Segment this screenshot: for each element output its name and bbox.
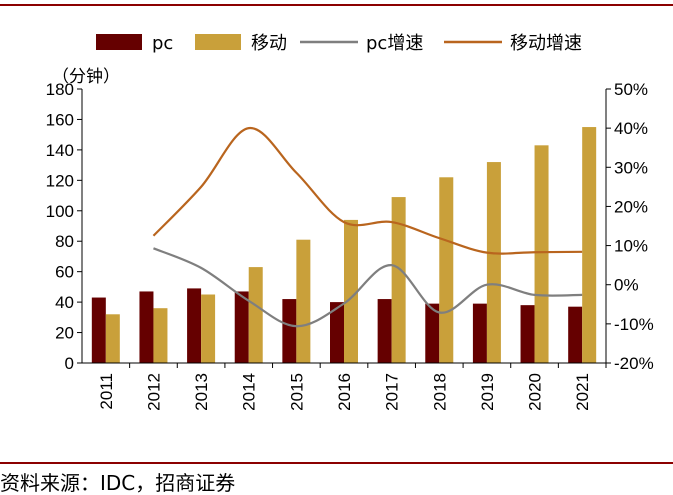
x-tick-label: 2019	[478, 373, 497, 411]
x-tick-label: 2017	[383, 373, 402, 411]
left-tick-label: 40	[55, 293, 74, 312]
bar-pc-2016	[330, 302, 344, 363]
bar-pc-2013	[187, 288, 202, 363]
left-tick-label: 180	[46, 80, 74, 99]
left-tick-label: 100	[46, 202, 74, 221]
bar-mobile-2015	[296, 239, 311, 363]
legend-label: pc	[152, 33, 173, 54]
legend-label: 移动增速	[510, 33, 582, 54]
x-tick-label: 2020	[526, 373, 545, 411]
legend-swatch	[195, 34, 241, 50]
right-tick-label: 10%	[614, 237, 648, 256]
bar-mobile-2021	[582, 127, 597, 363]
x-tick-label: 2013	[192, 373, 211, 411]
right-tick-label: 30%	[614, 158, 648, 177]
bar-pc-2020	[520, 305, 535, 363]
bar-mobile-2011	[105, 314, 120, 363]
bar-pc-2014	[234, 291, 249, 363]
x-tick-label: 2014	[240, 373, 259, 411]
bars	[91, 127, 597, 363]
legend-label: 移动	[251, 33, 287, 54]
left-tick-label: 60	[55, 263, 74, 282]
x-tick-label: 2021	[573, 373, 592, 411]
bar-pc-2011	[91, 297, 106, 363]
source-note: 资料来源：IDC，招商证券	[0, 471, 235, 495]
bar-mobile-2013	[201, 294, 216, 363]
right-tick-label: 40%	[614, 119, 648, 138]
left-tick-label: 80	[55, 232, 74, 251]
bar-mobile-2018	[439, 177, 454, 363]
x-tick-label: 2012	[144, 373, 163, 411]
left-tick-label: 0	[65, 354, 74, 373]
bar-mobile-2019	[486, 162, 501, 363]
legend-swatch	[96, 34, 142, 50]
legend: pc 移动 pc增速 移动增速	[96, 33, 582, 54]
left-tick-label: 160	[46, 110, 74, 129]
right-tick-label: 20%	[614, 197, 648, 216]
bar-mobile-2012	[153, 308, 168, 363]
line-mobile-growth	[152, 127, 583, 255]
left-tick-label: 120	[46, 171, 74, 190]
x-tick-label: 2018	[430, 373, 449, 411]
left-tick-label: 20	[55, 324, 74, 343]
bar-mobile-2017	[391, 197, 406, 363]
bar-pc-2018	[425, 303, 440, 363]
axes: 0 20 40 60 80 100 120 140 160 180 -20% -10% 0% 10% 20%…	[46, 80, 654, 411]
right-tick-label: -20%	[614, 354, 654, 373]
lines	[152, 127, 583, 328]
bar-mobile-2014	[248, 267, 263, 363]
x-tick-label: 2015	[287, 373, 306, 411]
bar-pc-2012	[139, 291, 154, 363]
legend-label: pc增速	[366, 33, 423, 54]
right-tick-label: 0%	[614, 276, 639, 295]
bar-pc-2017	[377, 299, 392, 363]
bar-pc-2021	[568, 306, 583, 363]
bar-mobile-2016	[344, 219, 358, 363]
bar-pc-2015	[282, 299, 297, 363]
bar-mobile-2020	[534, 145, 549, 363]
right-tick-label: 50%	[614, 80, 648, 99]
bar-pc-2019	[472, 303, 487, 363]
x-tick-label: 2011	[97, 373, 116, 410]
left-tick-label: 140	[46, 141, 74, 160]
y-axis-label: （分钟）	[52, 67, 120, 86]
line-pc-growth	[153, 247, 583, 328]
right-tick-label: -10%	[614, 315, 654, 334]
x-tick-label: 2016	[335, 373, 354, 411]
